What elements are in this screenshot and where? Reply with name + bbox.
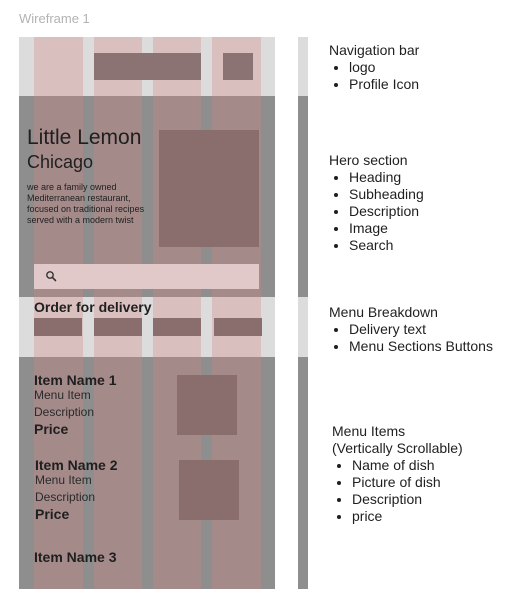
hero-heading: Little Lemon bbox=[27, 126, 142, 149]
annotation-subtitle: (Vertically Scrollable) bbox=[332, 440, 463, 456]
annotation-nav: Navigation bar logo Profile Icon bbox=[329, 42, 419, 93]
dish-image-placeholder bbox=[177, 375, 237, 435]
grid-column bbox=[34, 37, 83, 589]
dish-image-placeholder bbox=[179, 460, 239, 520]
menu-item-text: Menu Item bbox=[34, 388, 91, 402]
menu-item-description: Description bbox=[35, 490, 96, 504]
wireframe-phone: Little Lemon Chicago we are a family own… bbox=[19, 37, 275, 589]
annotation-bullet: logo bbox=[349, 59, 419, 76]
annotation-bullet: Delivery text bbox=[349, 321, 493, 338]
menu-item-name[interactable]: Item Name 3 bbox=[34, 549, 117, 565]
menu-item-name[interactable]: Item Name 2 bbox=[35, 457, 118, 473]
annotation-bullet: Menu Sections Buttons bbox=[349, 338, 493, 355]
grid-column bbox=[94, 37, 142, 589]
annotation-bullet: Image bbox=[349, 220, 424, 237]
menu-item-name[interactable]: Item Name 1 bbox=[34, 372, 117, 388]
annotation-hero: Hero section Heading Subheading Descript… bbox=[329, 152, 424, 254]
menu-section-button[interactable] bbox=[153, 318, 201, 336]
annotation-bullet: Picture of dish bbox=[352, 474, 463, 491]
menu-item-price: Price bbox=[34, 421, 69, 437]
annotation-title: Navigation bar bbox=[329, 42, 420, 58]
annotation-bullet: Profile Icon bbox=[349, 76, 419, 93]
annotation-bullet: Name of dish bbox=[352, 457, 463, 474]
annotation-menu: Menu Breakdown Delivery text Menu Sectio… bbox=[329, 304, 493, 355]
menu-section-button[interactable] bbox=[34, 318, 82, 336]
search-icon bbox=[46, 271, 57, 282]
hero-description: we are a family owned Mediterranean rest… bbox=[27, 182, 145, 225]
annotation-bullet: Search bbox=[349, 237, 424, 254]
menu-item-text: Menu Item bbox=[35, 473, 92, 487]
logo-placeholder[interactable] bbox=[94, 53, 201, 80]
annotation-bullet: Heading bbox=[349, 169, 424, 186]
delivery-text: Order for delivery bbox=[34, 299, 152, 315]
scrollbar-track[interactable] bbox=[298, 37, 308, 589]
annotation-bullet: Description bbox=[349, 203, 424, 220]
annotation-bullet: Subheading bbox=[349, 186, 424, 203]
frame-title: Wireframe 1 bbox=[19, 11, 90, 26]
annotation-items: Menu Items (Vertically Scrollable) Name … bbox=[332, 423, 463, 525]
annotation-bullet: Description bbox=[352, 491, 463, 508]
annotation-bullet: price bbox=[352, 508, 463, 525]
menu-item-price: Price bbox=[35, 506, 70, 522]
profile-icon-placeholder[interactable] bbox=[223, 53, 253, 80]
search-bar[interactable] bbox=[34, 264, 259, 289]
menu-section-button[interactable] bbox=[94, 318, 142, 336]
scrollbar-segment bbox=[298, 96, 308, 297]
annotation-title: Hero section bbox=[329, 152, 408, 168]
annotation-title: Menu Breakdown bbox=[329, 304, 438, 320]
hero-image-placeholder bbox=[159, 130, 259, 247]
menu-section-button[interactable] bbox=[214, 318, 262, 336]
scrollbar-segment bbox=[298, 357, 308, 589]
hero-subheading: Chicago bbox=[27, 152, 94, 172]
annotation-title: Menu Items bbox=[332, 423, 406, 439]
menu-item-description: Description bbox=[34, 405, 95, 419]
